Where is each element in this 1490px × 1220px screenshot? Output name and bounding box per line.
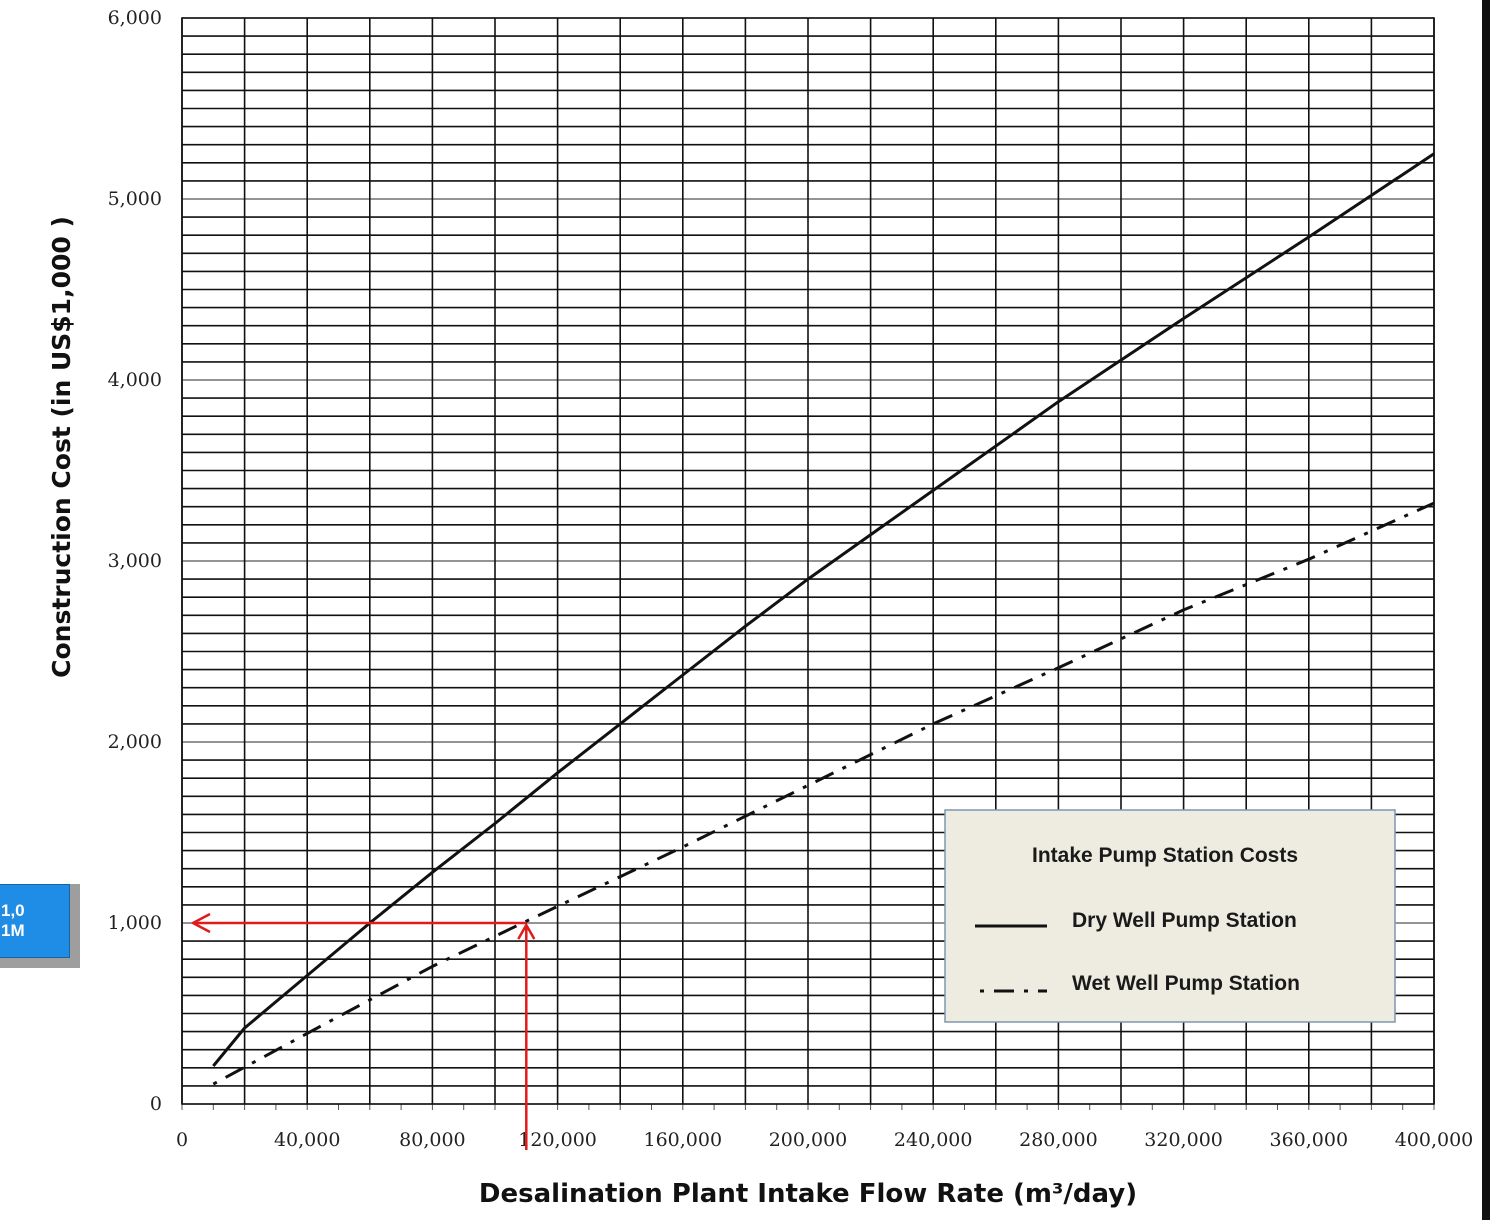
legend-box <box>944 809 1396 1023</box>
x-tick-label: 360,000 <box>1270 1129 1349 1151</box>
legend-title: Intake Pump Station Costs <box>1032 844 1298 867</box>
legend-dry-label: Dry Well Pump Station <box>1072 909 1297 932</box>
x-tick-label: 40,000 <box>274 1129 340 1151</box>
plot-frame <box>181 17 1435 1105</box>
y-tick-label: 0 <box>150 1093 162 1115</box>
x-axis-title: Desalination Plant Intake Flow Rate (m³/… <box>479 1179 1137 1209</box>
legend: Intake Pump Station Costs Dry Well Pump … <box>944 809 1396 1023</box>
legend-wet-label: Wet Well Pump Station <box>1072 972 1300 995</box>
y-tick-label: 1,000 <box>108 912 162 934</box>
y-tick-label: 2,000 <box>108 731 162 753</box>
x-tick-label: 0 <box>176 1129 188 1151</box>
x-tick-label: 400,000 <box>1395 1129 1474 1151</box>
series-dry-well-pump-station <box>212 152 1435 1067</box>
x-tick-label: 80,000 <box>399 1129 465 1151</box>
annotation-arrows <box>190 912 536 1150</box>
callout-line-2: 1M <box>1 921 25 940</box>
x-tick-label: 240,000 <box>894 1129 973 1151</box>
x-tick-labels: 0 40,000 80,000 120,000 160,000 200,000 240,00… <box>176 1129 1473 1151</box>
series-wet-well-pump-station <box>212 501 1435 1086</box>
x-tick-label: 200,000 <box>769 1129 848 1151</box>
y-tick-label: 4,000 <box>108 369 162 391</box>
y-tick-label: 6,000 <box>108 7 162 29</box>
x-tick-label: 120,000 <box>518 1129 597 1151</box>
y-tick-label: 5,000 <box>108 188 162 210</box>
x-tick-label: 160,000 <box>644 1129 723 1151</box>
y-tick-label: 3,000 <box>108 550 162 572</box>
series-layer <box>212 152 1435 1086</box>
x-tick-label: 280,000 <box>1019 1129 1098 1151</box>
callout-line-1: 1,0 <box>1 901 25 920</box>
x-tick-label: 320,000 <box>1144 1129 1223 1151</box>
annotation-left-arrowhead <box>190 912 211 934</box>
callout-badge: 1,0 1M <box>0 884 80 968</box>
y-tick-labels: 0 1,000 2,000 3,000 4,000 5,000 6,000 <box>108 7 162 1115</box>
annotation-up-arrowhead <box>517 922 536 940</box>
right-edge-bar <box>1482 0 1490 1220</box>
y-axis-title: Construction Cost (in US$1,000 ) <box>47 216 76 678</box>
callout-inner: 1,0 1M <box>0 884 70 958</box>
